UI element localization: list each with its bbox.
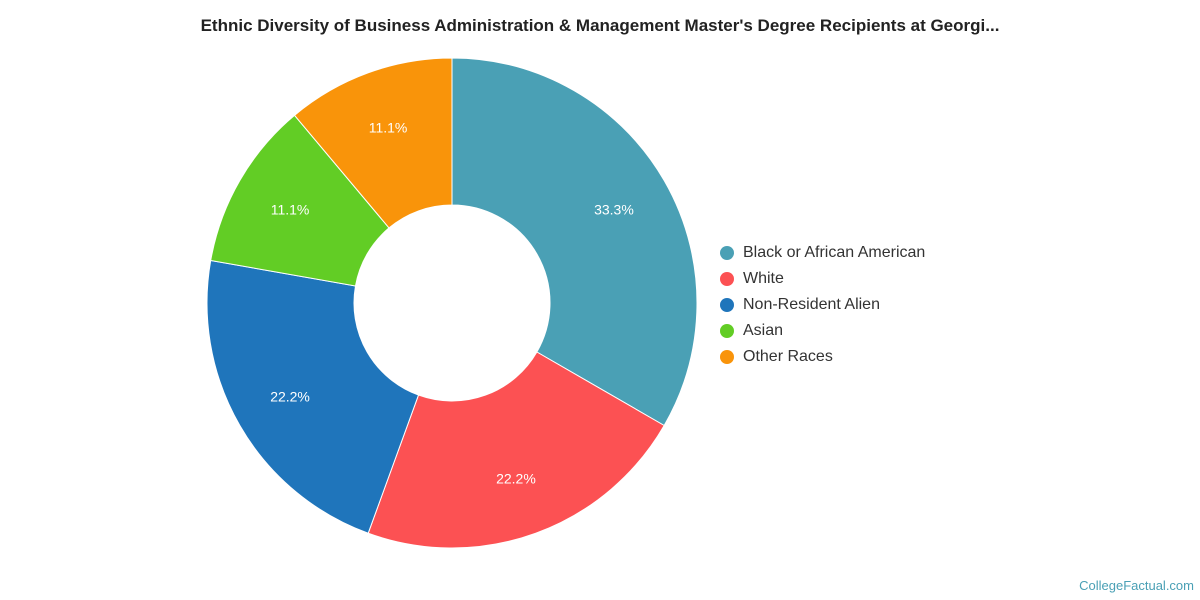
source-credit-link[interactable]: CollegeFactual.com [1079,578,1194,593]
chart-legend: Black or African American White Non-Reside… [720,240,925,370]
legend-label: Black or African American [743,244,926,261]
slice-black-or-african-american[interactable] [451,57,698,427]
legend-swatch-icon [720,324,734,338]
legend-item[interactable]: White [720,266,925,292]
slice-non-resident-alien[interactable] [206,259,420,534]
legend-item[interactable]: Non-Resident Alien [720,292,925,318]
slice-value-label: 11.1% [271,202,310,218]
legend-swatch-icon [720,246,734,260]
slice-value-label: 33.3% [594,202,634,218]
slice-asian[interactable] [210,114,390,287]
legend-swatch-icon [720,298,734,312]
slice-other-races[interactable] [293,57,453,229]
legend-label: Other Races [743,348,833,365]
slice-white[interactable] [367,351,665,549]
slice-value-label: 22.2% [270,389,310,405]
slice-labels: 33.3% 22.2% 22.2% 11.1% 11.1% [270,119,634,486]
legend-swatch-icon [720,272,734,286]
slice-value-label: 11.1% [369,119,408,135]
legend-item[interactable]: Other Races [720,344,925,370]
chart-title: Ethnic Diversity of Business Administrat… [200,16,1000,35]
legend-label: White [743,270,784,287]
slice-value-label: 22.2% [496,471,536,487]
legend-item[interactable]: Asian [720,318,925,344]
legend-swatch-icon [720,350,734,364]
legend-label: Asian [743,322,784,339]
legend-label: Non-Resident Alien [743,296,880,313]
donut-slices [206,57,698,549]
legend-item[interactable]: Black or African American [720,240,925,266]
